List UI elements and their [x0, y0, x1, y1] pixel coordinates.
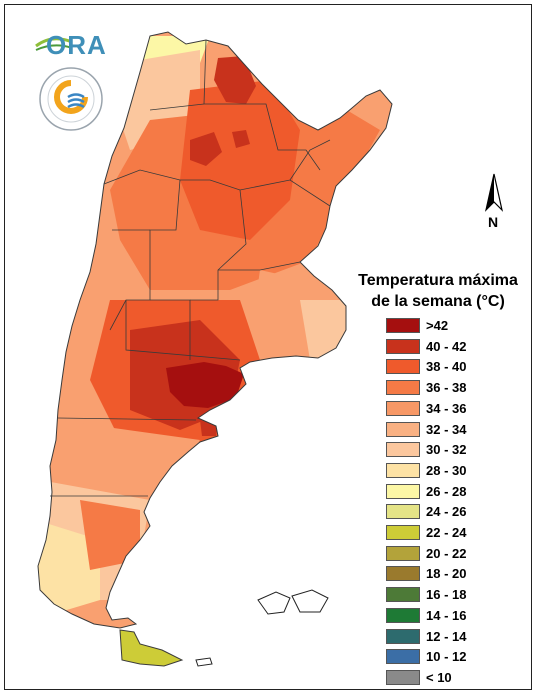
legend-swatch	[386, 628, 420, 644]
legend-swatch	[386, 400, 420, 416]
legend-label: 12 - 14	[426, 628, 467, 644]
legend-label: 38 - 40	[426, 359, 467, 375]
legend-title-line2: de la semana (°C)	[371, 293, 505, 310]
ora-logo-text: ORA	[46, 30, 107, 60]
legend-swatch	[386, 318, 420, 333]
legend-swatch	[386, 421, 420, 437]
malvinas-islands	[257, 589, 329, 615]
legend-title: Temperatura máxima de la semana (°C)	[338, 270, 538, 312]
zone-extreme-core	[166, 362, 244, 408]
legend-label: 30 - 32	[426, 442, 467, 458]
tierra-del-fuego	[119, 629, 184, 667]
north-arrow-icon	[476, 172, 512, 230]
small-islands	[195, 657, 213, 667]
ora-logo: ORA	[32, 28, 112, 62]
legend-label: 14 - 16	[426, 607, 467, 623]
legend-swatch	[386, 442, 420, 458]
province-borders	[50, 39, 331, 497]
legend-label: 36 - 38	[426, 380, 467, 396]
smn-seal-logo	[38, 66, 104, 132]
legend-label: 18 - 20	[426, 566, 467, 582]
legend-label: < 10	[426, 669, 452, 685]
legend-label: 16 - 18	[426, 587, 467, 603]
legend-swatch	[386, 545, 420, 561]
legend-label: 32 - 34	[426, 421, 467, 437]
legend-label: 26 - 28	[426, 483, 467, 499]
legend-label: 24 - 26	[426, 504, 467, 520]
legend-label: 28 - 30	[426, 462, 467, 478]
legend-swatch	[386, 525, 420, 540]
legend-swatch	[386, 566, 420, 582]
zone-santiago-hotspot	[190, 132, 222, 166]
zone-chaco-hotspot	[214, 56, 256, 104]
legend-swatch	[386, 587, 420, 603]
legend-swatch	[386, 359, 420, 375]
legend-label: 34 - 36	[426, 400, 467, 416]
legend-label: 40 - 42	[426, 338, 467, 354]
legend-swatch	[386, 504, 420, 520]
legend-swatch	[386, 649, 420, 665]
legend-swatch	[386, 607, 420, 623]
legend-label: 20 - 22	[426, 545, 467, 561]
legend-label: 22 - 24	[426, 525, 467, 540]
legend-label: >42	[426, 318, 449, 333]
zone-chubut-warm	[80, 500, 140, 570]
zone-patagonia-cool	[38, 520, 100, 612]
zone-formosa-spot	[232, 130, 250, 148]
legend-swatch	[386, 338, 420, 354]
legend-label: 10 - 12	[426, 649, 467, 665]
legend-swatch	[386, 380, 420, 396]
legend-swatch	[386, 462, 420, 478]
legend-title-line1: Temperatura máxima	[358, 272, 518, 289]
legend-swatch	[386, 483, 420, 499]
north-label: N	[488, 214, 499, 230]
legend-swatch	[386, 669, 420, 685]
